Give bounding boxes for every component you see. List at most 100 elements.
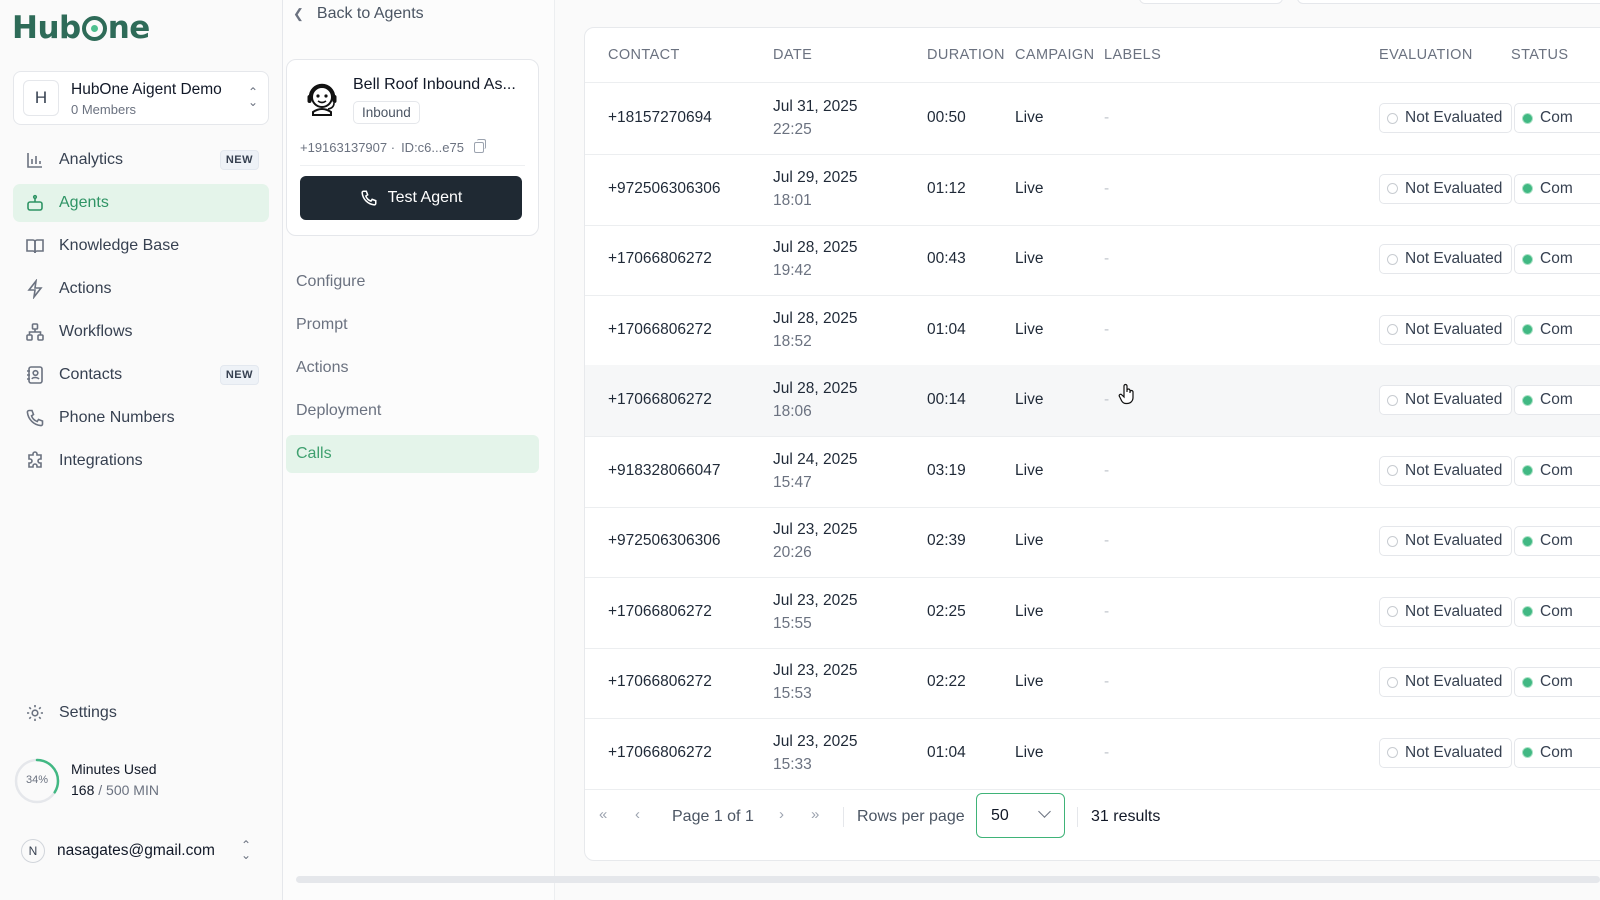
evaluation-label: Not Evaluated	[1405, 391, 1503, 408]
cell-campaign: Live	[1015, 179, 1044, 197]
sidebar-item-actions[interactable]: Actions	[13, 270, 269, 308]
table-row[interactable]: +17066806272 Jul 28, 2025 18:52 01:04 Live - N…	[585, 295, 1600, 367]
table-row[interactable]: +17066806272 Jul 23, 2025 15:55 02:25 Live - N…	[585, 577, 1600, 649]
cell-date: Jul 23, 2025	[773, 732, 858, 750]
status-dot-icon	[1522, 253, 1533, 265]
header-contact[interactable]: CONTACT	[608, 47, 680, 63]
cell-campaign: Live	[1015, 461, 1044, 479]
evaluation-badge[interactable]: Not Evaluated	[1379, 455, 1512, 486]
evaluation-badge[interactable]: Not Evaluated	[1379, 737, 1512, 768]
bar-chart-icon	[27, 153, 42, 168]
phone-icon	[361, 190, 377, 206]
sidebar-item-integrations[interactable]: Integrations	[13, 442, 269, 480]
status-dot-icon	[1387, 112, 1398, 124]
evaluation-badge[interactable]: Not Evaluated	[1379, 103, 1512, 133]
header-labels[interactable]: LABELS	[1104, 47, 1162, 63]
next-page-icon[interactable]: ›	[779, 806, 784, 823]
tab-actions[interactable]: Actions	[296, 359, 349, 376]
table-row[interactable]: +18157270694 Jul 31, 2025 22:25 00:50 Live - N…	[585, 83, 1600, 155]
sidebar-item-phone-numbers[interactable]: Phone Numbers	[13, 399, 269, 437]
status-label: Com	[1540, 109, 1573, 126]
status-label: Com	[1540, 461, 1573, 479]
sidebar-item-knowledge-base[interactable]: Knowledge Base	[13, 227, 269, 265]
evaluation-badge[interactable]: Not Evaluated	[1379, 244, 1512, 274]
gear-icon	[27, 705, 43, 721]
tab-configure[interactable]: Configure	[296, 273, 366, 290]
table-row[interactable]: +17066806272 Jul 28, 2025 19:42 00:43 Live - N…	[585, 224, 1600, 296]
account-switcher[interactable]: N nasagates@gmail.com ⌃ ⌄	[21, 838, 261, 864]
header-duration[interactable]: DURATION	[927, 47, 1005, 63]
sidebar-item-agents[interactable]: Agents	[13, 184, 269, 222]
usage-value: 168 / 500 MIN	[71, 782, 159, 798]
hubone-logo[interactable]: Hub ne	[12, 10, 150, 46]
sidebar-item-label: Agents	[59, 194, 109, 211]
pagination: « ‹ Page 1 of 1 › » Rows per page 50 31 …	[585, 788, 1600, 860]
status-label: Com	[1540, 320, 1573, 338]
status-badge: Com	[1514, 526, 1600, 556]
first-page-icon[interactable]: «	[599, 806, 608, 823]
header-status[interactable]: STATUS	[1511, 47, 1569, 63]
table-row[interactable]: +972506306306 Jul 29, 2025 18:01 01:12 Live -…	[585, 154, 1600, 226]
calls-table: CONTACT DATE DURATION CAMPAIGN LABELS EV…	[584, 27, 1600, 861]
status-dot-icon	[1387, 183, 1398, 194]
header-campaign[interactable]: CAMPAIGN	[1015, 47, 1095, 63]
agent-name: Bell Roof Inbound As...	[353, 76, 516, 93]
header-evaluation[interactable]: EVALUATION	[1379, 47, 1473, 63]
status-dot-icon	[1522, 676, 1533, 688]
cell-duration: 00:14	[927, 391, 966, 408]
table-row[interactable]: +17066806272 Jul 28, 2025 18:06 00:14 Live - N…	[585, 365, 1600, 437]
cell-contact: +918328066047	[608, 461, 721, 479]
robot-icon	[27, 194, 43, 211]
evaluation-badge[interactable]: Not Evaluated	[1379, 667, 1512, 697]
status-label: Com	[1540, 250, 1573, 267]
table-row[interactable]: +972506306306 Jul 23, 2025 20:26 02:39 Live -…	[585, 506, 1600, 578]
tab-prompt[interactable]: Prompt	[296, 316, 348, 333]
sidebar-item-settings[interactable]: Settings	[25, 703, 117, 723]
cell-time: 18:06	[773, 403, 812, 420]
sidebar-item-analytics[interactable]: Analytics NEW	[13, 141, 269, 179]
status-dot-icon	[1522, 324, 1533, 335]
search-control[interactable]	[1297, 0, 1600, 4]
status-dot-icon	[1522, 535, 1533, 547]
horizontal-scrollbar[interactable]	[296, 876, 1600, 883]
rows-per-page-select[interactable]: 50	[976, 793, 1065, 838]
cell-time: 15:33	[773, 755, 812, 773]
sidebar-item-label: Analytics	[59, 151, 124, 168]
prev-page-icon[interactable]: ‹	[635, 806, 640, 823]
cell-campaign: Live	[1015, 602, 1044, 620]
last-page-icon[interactable]: »	[811, 806, 820, 823]
workspace-switcher[interactable]: H HubOne Aigent Demo 0 Members ⌃ ⌄	[13, 71, 269, 125]
evaluation-badge[interactable]: Not Evaluated	[1379, 314, 1512, 345]
minutes-usage: 34% Minutes Used 168 / 500 MIN	[13, 757, 269, 805]
evaluation-badge[interactable]: Not Evaluated	[1379, 173, 1512, 204]
sidebar-item-label: Contacts	[59, 366, 123, 383]
cell-campaign: Live	[1015, 532, 1044, 549]
evaluation-badge[interactable]: Not Evaluated	[1379, 385, 1512, 415]
agent-headset-avatar-icon	[307, 83, 337, 116]
back-to-agents-link[interactable]: ❮ Back to Agents	[293, 5, 424, 23]
sidebar-item-workflows[interactable]: Workflows	[13, 313, 269, 351]
test-agent-button[interactable]: Test Agent	[300, 176, 522, 220]
chevron-left-icon: ❮	[293, 6, 304, 21]
status-badge: Com	[1514, 173, 1600, 204]
status-badge: Com	[1514, 103, 1600, 133]
table-row[interactable]: +17066806272 Jul 23, 2025 15:33 01:04 Live - N…	[585, 718, 1600, 790]
sidebar-item-contacts[interactable]: Contacts NEW	[13, 356, 269, 394]
table-row[interactable]: +918328066047 Jul 24, 2025 15:47 03:19 Live -…	[585, 436, 1600, 508]
filter-control[interactable]	[1139, 0, 1283, 4]
table-row[interactable]: +17066806272 Jul 23, 2025 15:53 02:22 Live - N…	[585, 647, 1600, 719]
cell-labels: -	[1104, 743, 1110, 761]
cell-date: Jul 24, 2025	[773, 450, 858, 468]
cell-labels: -	[1104, 673, 1110, 690]
tab-deployment[interactable]: Deployment	[296, 402, 382, 419]
evaluation-badge[interactable]: Not Evaluated	[1379, 596, 1512, 627]
copy-icon[interactable]	[473, 139, 486, 153]
cell-date: Jul 31, 2025	[773, 98, 858, 115]
account-avatar: N	[21, 839, 45, 863]
status-dot-icon	[1387, 253, 1398, 265]
tab-calls[interactable]: Calls	[286, 435, 539, 473]
cell-labels: -	[1104, 532, 1110, 549]
evaluation-badge[interactable]: Not Evaluated	[1379, 526, 1512, 556]
cell-date: Jul 23, 2025	[773, 521, 858, 538]
header-date[interactable]: DATE	[773, 47, 813, 63]
